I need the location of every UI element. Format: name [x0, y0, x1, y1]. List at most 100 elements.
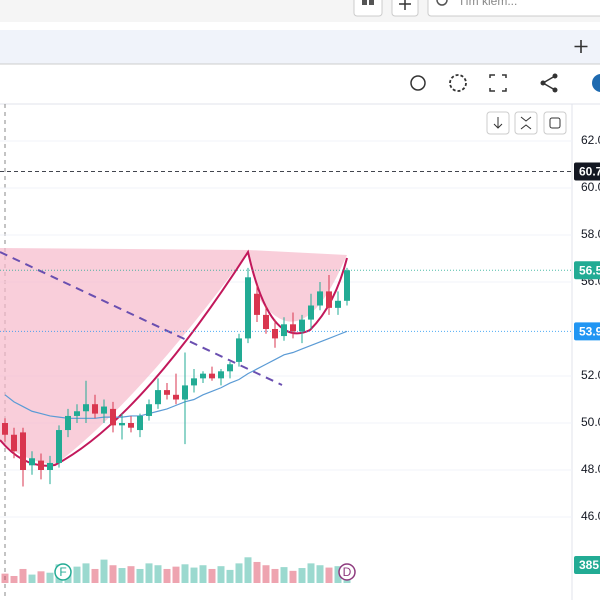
candle-body [218, 371, 224, 379]
icon [362, 0, 367, 5]
plot: 60.74 56.50 53.90 385 F D [0, 162, 600, 583]
candle-body [344, 270, 350, 301]
candle-body [65, 415, 71, 431]
volume-tag [574, 556, 600, 574]
fullscreen-button[interactable] [489, 74, 507, 92]
volume-tag-label: 385 [579, 558, 599, 572]
candle-body [29, 458, 35, 466]
volume-bar [226, 569, 234, 583]
volume-bar [91, 568, 99, 583]
volume-bar [199, 565, 207, 583]
layout-button[interactable] [353, 0, 383, 17]
candle-body [227, 364, 233, 372]
icon [520, 116, 532, 130]
volume-bar [19, 568, 27, 583]
volume-bar [37, 571, 45, 583]
candle-body [254, 293, 260, 315]
candle-body [317, 291, 323, 306]
candle-body [38, 460, 44, 470]
candle-body [92, 404, 98, 414]
volume-bar [154, 565, 162, 583]
event-marker-label: F [59, 565, 66, 579]
volume-bar [217, 566, 225, 583]
volume-bar [82, 563, 90, 583]
new-tab[interactable] [574, 40, 588, 53]
volume-bar [100, 559, 108, 583]
candle-body [146, 404, 152, 416]
candle-body [101, 406, 107, 414]
volume-bar [262, 565, 270, 583]
candle-body [11, 434, 17, 452]
volume-bar [118, 568, 126, 583]
icon [399, 0, 411, 10]
candle-body [56, 430, 62, 463]
volume-bar [145, 563, 153, 583]
volume-bar [271, 568, 279, 583]
volume-bar [181, 564, 189, 583]
y-tick-label: 46.00 [581, 509, 600, 523]
volume-bar [10, 575, 18, 583]
volume-bar [73, 566, 81, 583]
candle-body [110, 408, 116, 426]
volume-bar [253, 561, 261, 583]
maximize-button[interactable] [543, 111, 567, 135]
candle-body [128, 423, 134, 428]
candle-body [182, 385, 188, 400]
candle-body [2, 423, 8, 435]
candle-body [83, 404, 89, 412]
volume-bar [1, 573, 9, 583]
candle-body [299, 319, 305, 332]
publish-button[interactable] [592, 74, 600, 92]
candle-body [281, 324, 287, 337]
volume-bar [280, 567, 288, 583]
candle-body [272, 329, 278, 339]
icon [493, 117, 503, 129]
candle-body [245, 277, 251, 339]
candle-body [335, 300, 341, 308]
price-tag [574, 162, 600, 181]
y-tick-label: 50.00 [581, 415, 600, 429]
price-tag [574, 261, 600, 280]
y-tick-label: 58.00 [581, 227, 600, 241]
event-marker [338, 563, 356, 581]
candle-body [164, 390, 170, 395]
collapse-button[interactable] [514, 111, 538, 135]
volume-bar [307, 563, 315, 583]
icon [436, 0, 448, 6]
volume-bar [190, 567, 198, 583]
candle-body [74, 411, 80, 416]
candle-body [155, 390, 161, 405]
volume-bar [208, 568, 216, 583]
price-tag-label: 60.74 [579, 165, 600, 179]
candle-body [173, 394, 179, 400]
volume-bar [172, 566, 180, 583]
candle-body [236, 338, 242, 362]
price-tag [574, 322, 600, 341]
search-box[interactable] [427, 0, 600, 17]
volume-bar [109, 565, 117, 583]
volume-bar [325, 567, 333, 583]
candle-body [308, 305, 314, 320]
price-tag-label: 53.90 [579, 325, 600, 339]
volume-bar [28, 574, 36, 583]
candle-body [209, 373, 215, 379]
volume-bar [46, 572, 54, 583]
y-tick-label: 48.00 [581, 462, 600, 476]
candle-body [119, 423, 125, 426]
volume-bar [334, 566, 342, 583]
candle-body [290, 324, 296, 332]
trend-line [0, 251, 283, 386]
volume-bar [235, 563, 243, 583]
icon [369, 0, 374, 5]
candle-body [191, 378, 197, 386]
moving-average [4, 330, 348, 419]
settings-button[interactable] [449, 74, 467, 92]
y-tick-label: 52.00 [581, 368, 600, 382]
candle-body [326, 291, 332, 308]
volume-bar [127, 566, 135, 583]
volume-bar [316, 565, 324, 583]
alert-button[interactable] [410, 75, 426, 91]
volume-bar [244, 557, 252, 583]
volume-bar [289, 570, 297, 583]
grid: 62.0060.0058.0056.0052.0050.0048.0046.00 [0, 133, 600, 523]
